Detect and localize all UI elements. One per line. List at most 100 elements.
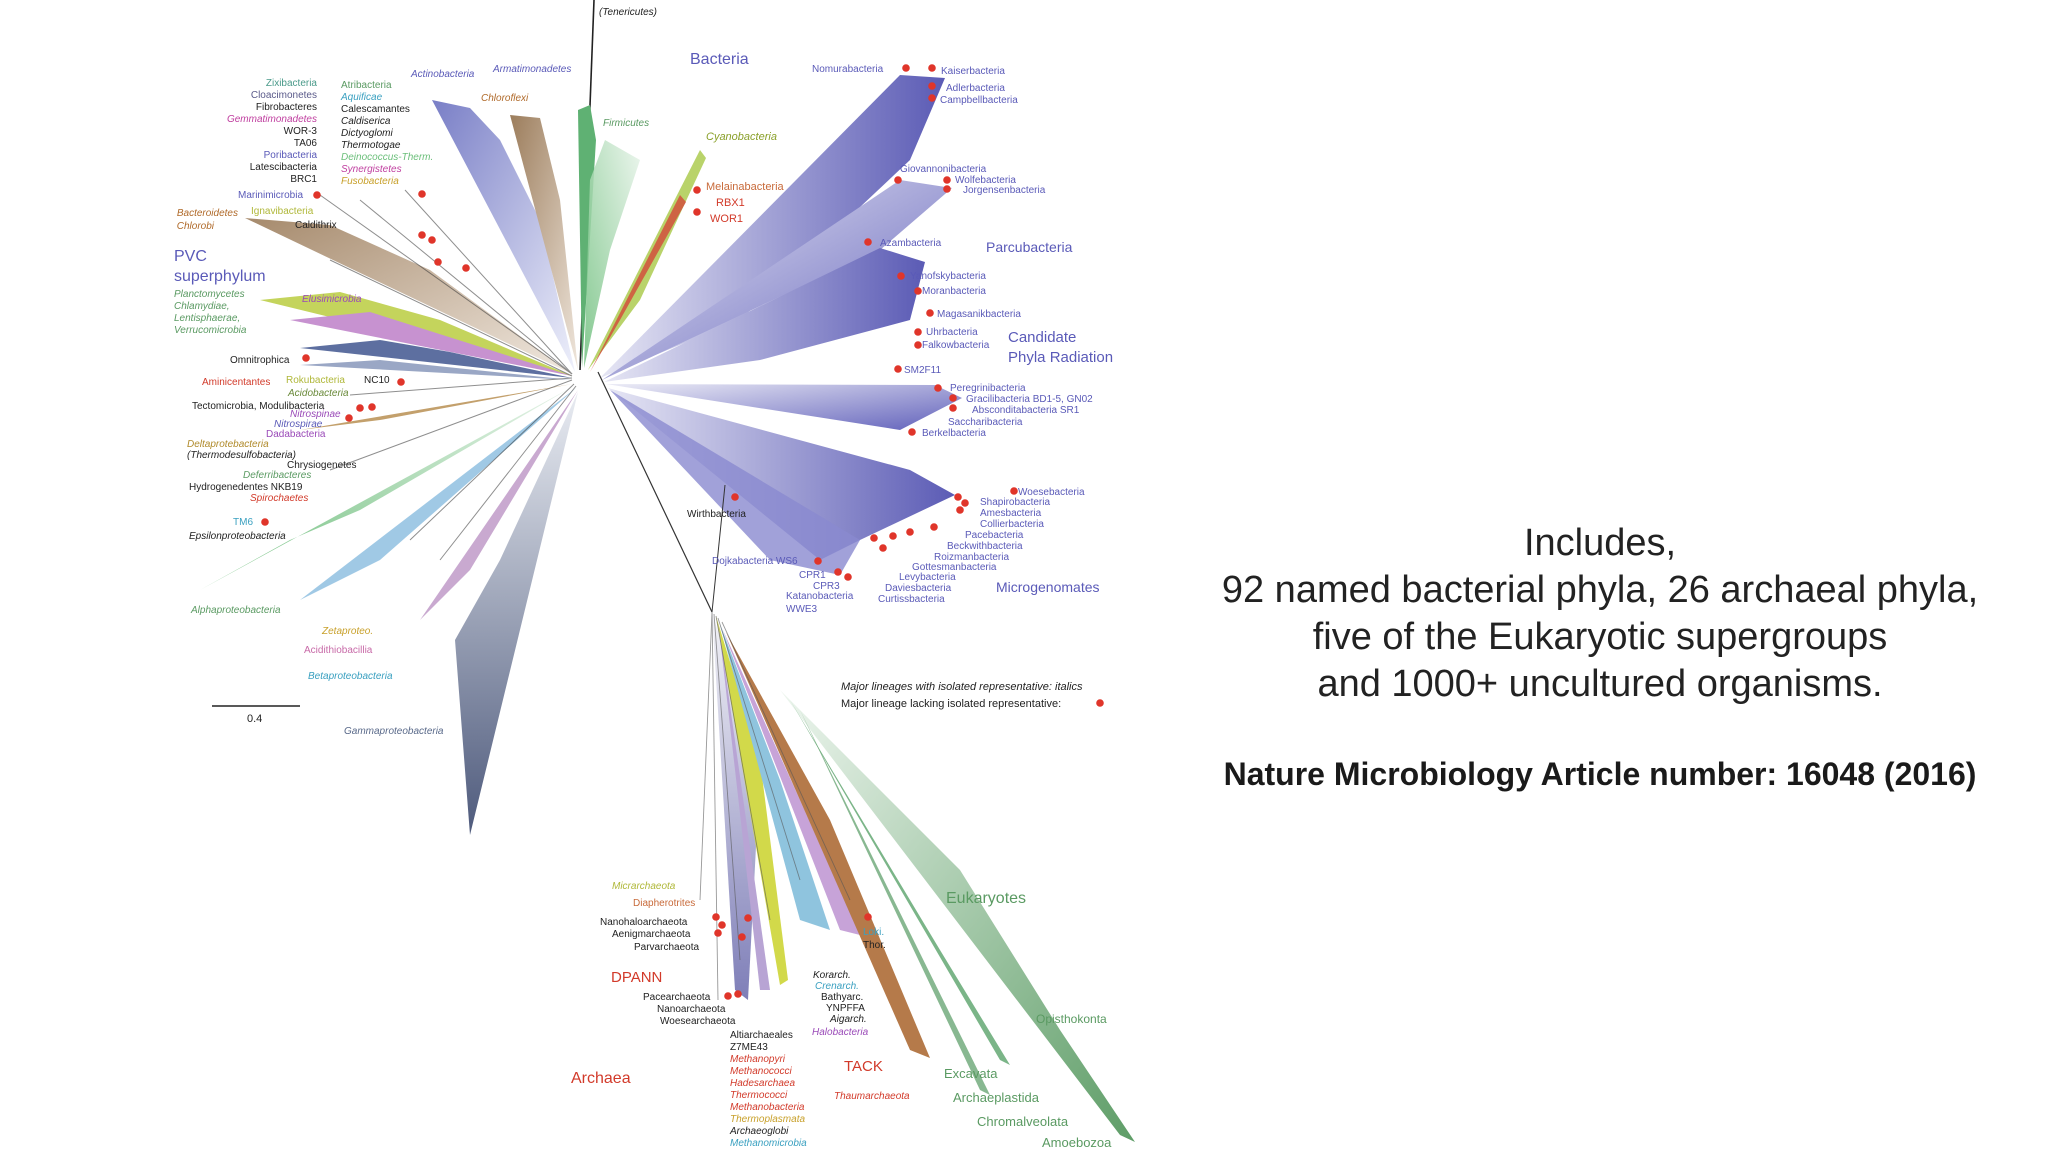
label-curtissbacteria: Curtissbacteria	[878, 594, 945, 605]
label-cpr3: CPR3	[813, 581, 840, 592]
label-nomurabacteria: Nomurabacteria	[812, 64, 884, 75]
clade-shapes	[200, 0, 1135, 1142]
label-spirochaetes: Spirochaetes	[250, 493, 308, 504]
label-hydrogenedentes: Hydrogenedentes NKB19	[189, 482, 303, 493]
label-amoebozoa: Amoebozoa	[1042, 1135, 1112, 1150]
label-zetaproteo: Zetaproteo.	[321, 626, 373, 637]
label-pacearchaeota: Pacearchaeota	[643, 992, 711, 1003]
label-aigarch: Aigarch.	[829, 1014, 867, 1025]
label-crenarch: Crenarch.	[815, 981, 859, 992]
caption-line-2: 92 named bacterial phyla, 26 archaeal ph…	[1221, 569, 1979, 611]
summary-caption: Includes, 92 named bacterial phyla, 26 a…	[1180, 520, 2020, 708]
label-betaproteobacteria: Betaproteobacteria	[308, 671, 393, 682]
label-archaeplastida: Archaeplastida	[953, 1090, 1040, 1105]
label-thor: Thor.	[863, 940, 886, 951]
label-wor3: WOR-3	[284, 126, 318, 137]
label-calescamantes: Calescamantes	[341, 104, 410, 115]
label-thermotogae: Thermotogae	[341, 140, 401, 151]
label-acidithiobacillia: Acidithiobacillia	[304, 645, 373, 656]
scale-bar-label: 0.4	[247, 713, 262, 725]
label-epsilonproteobacteria: Epsilonproteobacteria	[189, 531, 286, 542]
label-nanohaloarchaeota: Nanohaloarchaeota	[600, 917, 688, 928]
label-armatimonadetes: Armatimonadetes	[492, 64, 571, 75]
group-pvc-label-2: superphylum	[174, 268, 266, 285]
label-aenigmarchaeota: Aenigmarchaeota	[612, 929, 691, 940]
label-ynpffa: YNPFFA	[826, 1003, 865, 1014]
label-cyanobacteria: Cyanobacteria	[706, 131, 777, 143]
label-daviesbacteria: Daviesbacteria	[885, 583, 952, 594]
label-ta06: TA06	[294, 138, 318, 149]
domain-eukaryotes-label: Eukaryotes	[946, 890, 1026, 907]
label-giovannonibacteria: Giovannonibacteria	[900, 164, 987, 175]
label-gammaproteobacteria: Gammaproteobacteria	[344, 726, 444, 737]
label-alphaproteobacteria: Alphaproteobacteria	[190, 605, 281, 616]
label-beckwithbacteria: Beckwithbacteria	[947, 541, 1023, 552]
label-wor1: WOR1	[710, 213, 743, 225]
label-roizmanbacteria: Roizmanbacteria	[934, 552, 1009, 563]
label-fibrobacteres: Fibrobacteres	[256, 102, 317, 113]
label-chrysiogenetes: Chrysiogenetes	[287, 460, 356, 471]
label-deltaproteobacteria: Deltaprotebacteria	[187, 439, 269, 450]
label-berkelbacteria: Berkelbacteria	[922, 428, 986, 439]
caption-line-4: and 1000+ uncultured organisms.	[1317, 663, 1883, 705]
label-opisthokonta: Opisthokonta	[1036, 1012, 1107, 1026]
label-tectomicrobia: Tectomicrobia, Modulibacteria	[192, 401, 325, 412]
label-diapherotrites: Diapherotrites	[633, 898, 695, 909]
label-chloroflexi: Chloroflexi	[481, 93, 529, 104]
red-dot-markers	[261, 64, 1104, 1000]
label-chlamydiae: Chlamydiae,	[174, 301, 230, 312]
label-thermodesulfo: (Thermodesulfobacteria)	[187, 450, 296, 461]
label-hadesarchaea: Hadesarchaea	[730, 1078, 795, 1089]
caption-line-3: five of the Eukaryotic supergroups	[1312, 616, 1888, 658]
label-wolfebacteria: Wolfebacteria	[955, 175, 1016, 186]
label-parvarchaeota: Parvarchaeota	[634, 942, 699, 953]
label-yanofskybacteria: Yanofskybacteria	[910, 271, 986, 282]
label-nitrospirae: Nitrospirae	[274, 419, 323, 430]
label-saccharibacteria: Saccharibacteria	[948, 417, 1023, 428]
label-absconditabacteria: Absconditabacteria SR1	[972, 405, 1080, 416]
label-verrucomicrobia: Verrucomicrobia	[174, 325, 247, 336]
group-cpr-label: Candidate	[1008, 329, 1076, 346]
label-sm2f11: SM2F11	[904, 365, 941, 376]
label-loki: Loki.	[863, 927, 884, 938]
label-methanopyri: Methanopyri	[730, 1054, 786, 1065]
label-micrarchaeota: Micrarchaeota	[612, 881, 676, 892]
legend-italics: Major lineages with isolated representat…	[841, 681, 1083, 693]
label-acidobacteria: Acidobacteria	[287, 388, 349, 399]
label-magasanikbacteria: Magasanikbacteria	[937, 309, 1021, 320]
label-aquificae: Aquificae	[340, 92, 383, 103]
label-wwe3: WWE3	[786, 604, 818, 615]
label-caldithrix: Caldithrix	[295, 220, 337, 231]
label-falkowbacteria: Falkowbacteria	[922, 340, 990, 351]
label-korarch: Korarch.	[813, 970, 851, 981]
label-brc1: BRC1	[290, 174, 317, 185]
label-thermococci: Thermococci	[730, 1090, 788, 1101]
label-poribacteria: Poribacteria	[264, 150, 318, 161]
label-nanoarchaeota: Nanoarchaeota	[657, 1004, 726, 1015]
label-altiarchaeales: Altiarchaeales	[730, 1030, 793, 1041]
label-excavata: Excavata	[944, 1066, 998, 1081]
label-cpr1: CPR1	[799, 570, 826, 581]
label-campbellbacteria: Campbellbacteria	[940, 95, 1018, 106]
label-omnitrophica: Omnitrophica	[230, 355, 290, 366]
label-shapirobacteria: Shapirobacteria	[980, 497, 1050, 508]
group-microgenomates-label: Microgenomates	[996, 579, 1100, 595]
label-gemmatimonadetes: Gemmatimonadetes	[227, 114, 317, 125]
label-deferribacteres: Deferribacteres	[243, 470, 311, 481]
label-aminicentantes: Aminicentantes	[202, 377, 270, 388]
label-levybacteria: Levybacteria	[899, 572, 956, 583]
label-jorgensenbacteria: Jorgensenbacteria	[963, 185, 1046, 196]
label-fusobacteria: Fusobacteria	[341, 176, 399, 187]
label-woesebacteria: Woesebacteria	[1018, 487, 1085, 498]
group-dpann-label: DPANN	[611, 969, 662, 986]
label-methanobacteria: Methanobacteria	[730, 1102, 805, 1113]
label-atribacteria: Atribacteria	[341, 80, 392, 91]
caption-line-1: Includes,	[1523, 522, 1677, 564]
label-katanobacteria: Katanobacteria	[786, 591, 854, 602]
label-elusimicrobia: Elusimicrobia	[302, 294, 362, 305]
label-amesbacteria: Amesbacteria	[980, 508, 1042, 519]
label-uhrbacteria: Uhrbacteria	[926, 327, 978, 338]
label-thermoplasmata: Thermoplasmata	[730, 1114, 805, 1125]
label-rbx1: RBX1	[716, 197, 745, 209]
